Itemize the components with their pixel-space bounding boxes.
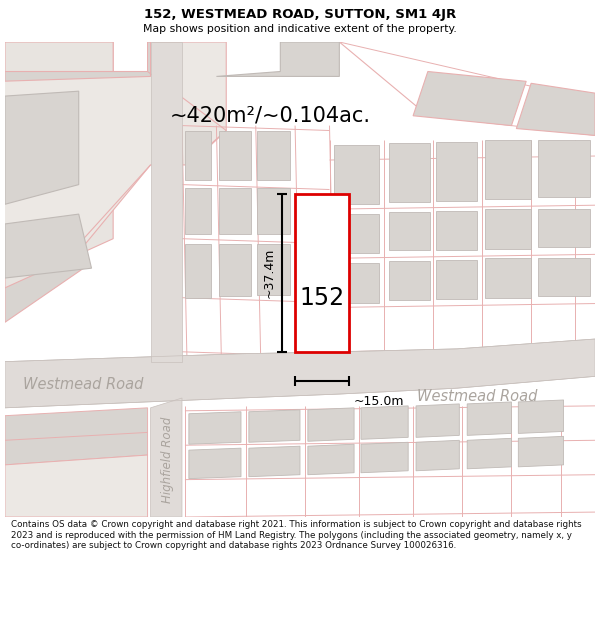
Polygon shape — [538, 258, 590, 296]
Polygon shape — [436, 211, 477, 249]
Polygon shape — [0, 42, 226, 263]
Polygon shape — [389, 143, 430, 202]
Text: 152: 152 — [299, 286, 344, 310]
Polygon shape — [485, 209, 531, 249]
Text: Map shows position and indicative extent of the property.: Map shows position and indicative extent… — [143, 24, 457, 34]
Polygon shape — [185, 131, 211, 179]
Polygon shape — [485, 141, 531, 199]
Polygon shape — [413, 71, 526, 126]
Text: 152, WESTMEAD ROAD, SUTTON, SM1 4JR: 152, WESTMEAD ROAD, SUTTON, SM1 4JR — [144, 8, 456, 21]
Polygon shape — [185, 244, 211, 298]
Polygon shape — [5, 42, 221, 258]
Polygon shape — [5, 42, 113, 288]
Polygon shape — [361, 406, 408, 439]
Polygon shape — [361, 442, 408, 472]
Polygon shape — [538, 141, 590, 198]
Polygon shape — [334, 214, 379, 254]
Polygon shape — [295, 194, 349, 352]
Polygon shape — [436, 142, 477, 201]
Polygon shape — [5, 214, 92, 278]
Polygon shape — [151, 42, 182, 362]
Text: ~37.4m: ~37.4m — [263, 248, 276, 298]
Polygon shape — [467, 438, 511, 469]
Polygon shape — [249, 410, 300, 442]
Polygon shape — [151, 398, 182, 517]
Polygon shape — [5, 91, 79, 204]
Polygon shape — [518, 436, 563, 467]
Polygon shape — [389, 261, 430, 299]
Text: Highfield Road: Highfield Road — [161, 417, 174, 503]
Polygon shape — [485, 258, 531, 298]
Polygon shape — [416, 440, 460, 471]
Polygon shape — [5, 339, 595, 408]
Polygon shape — [334, 145, 379, 204]
Polygon shape — [257, 244, 290, 295]
Polygon shape — [189, 448, 241, 479]
Text: ~15.0m: ~15.0m — [354, 395, 404, 408]
Polygon shape — [517, 83, 595, 136]
Polygon shape — [220, 131, 251, 179]
Polygon shape — [467, 402, 511, 436]
Polygon shape — [5, 455, 148, 517]
Polygon shape — [5, 42, 113, 322]
Polygon shape — [308, 444, 354, 475]
Text: Contains OS data © Crown copyright and database right 2021. This information is : Contains OS data © Crown copyright and d… — [11, 520, 581, 550]
Text: Westmead Road: Westmead Road — [417, 389, 537, 404]
Polygon shape — [217, 42, 340, 76]
Polygon shape — [220, 244, 251, 296]
Polygon shape — [189, 412, 241, 444]
Polygon shape — [436, 261, 477, 299]
Polygon shape — [538, 209, 590, 246]
Polygon shape — [416, 404, 460, 437]
Polygon shape — [334, 263, 379, 302]
Polygon shape — [389, 212, 430, 251]
Polygon shape — [220, 188, 251, 234]
Polygon shape — [518, 400, 563, 433]
Polygon shape — [257, 188, 290, 234]
Polygon shape — [249, 446, 300, 477]
Polygon shape — [185, 188, 211, 234]
Polygon shape — [257, 131, 290, 179]
Polygon shape — [308, 408, 354, 441]
Polygon shape — [5, 408, 148, 465]
Text: ~420m²/~0.104ac.: ~420m²/~0.104ac. — [170, 106, 371, 126]
Text: Westmead Road: Westmead Road — [23, 377, 144, 392]
